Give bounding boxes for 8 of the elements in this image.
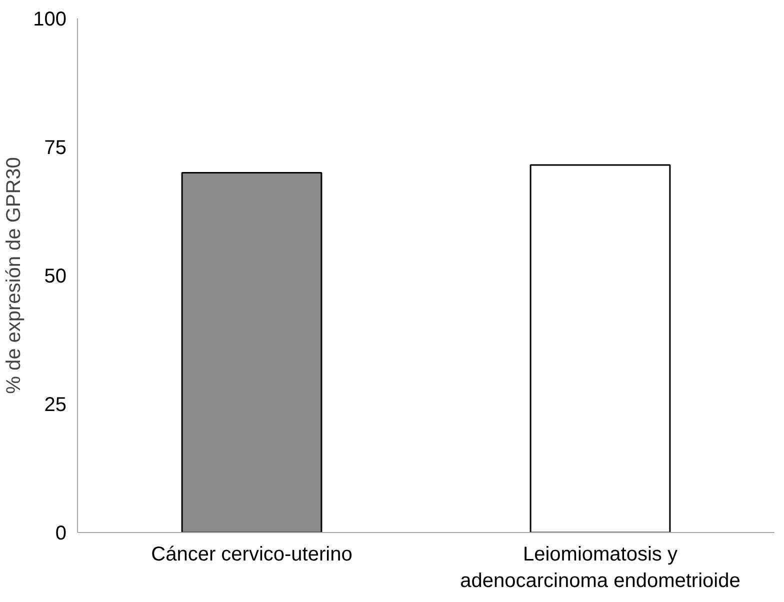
x-tick-label: Cáncer cervico-uterino xyxy=(151,544,352,566)
y-tick-label: 50 xyxy=(44,266,67,288)
y-tick-label: 75 xyxy=(44,137,67,159)
y-axis-title: % de expresión de GPR30 xyxy=(3,157,26,394)
x-tick-label: Leiomiomatosis y adenocarcinoma endometrioide xyxy=(460,544,740,592)
y-tick-label: 0 xyxy=(55,522,66,544)
y-tick-label: 25 xyxy=(44,394,67,416)
y-tick-label: 100 xyxy=(33,8,67,30)
